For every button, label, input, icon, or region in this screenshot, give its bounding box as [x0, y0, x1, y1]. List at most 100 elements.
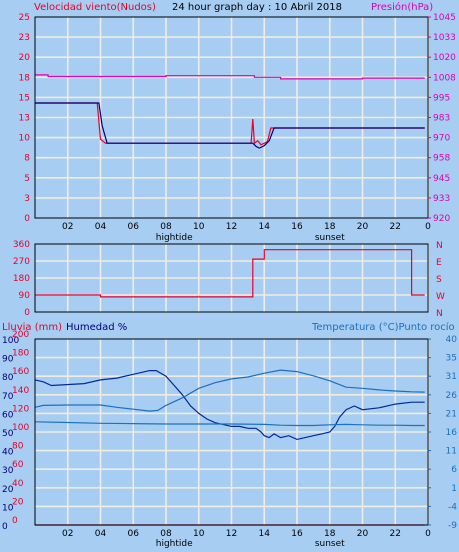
tick-labels: 0358101315182023259209339459589709839951…: [2, 13, 457, 549]
direction-y-tick: 0: [24, 308, 30, 318]
grid-lines: [35, 17, 429, 525]
series-presi-n: [35, 74, 425, 80]
temp-y-tick: 6: [451, 465, 457, 475]
humidity-y-tick: 0: [2, 522, 8, 532]
compass-y-tick: N: [436, 241, 443, 251]
hightide-annotation-bottom: hightide: [156, 539, 193, 549]
wind-y-tick: 20: [19, 53, 31, 63]
direction-y-tick: 270: [13, 257, 30, 267]
x-tick-climate: 04: [95, 529, 107, 539]
wind-y-tick: 3: [24, 194, 30, 204]
rain-y-tick: 80: [12, 442, 24, 452]
temp-y-tick: -9: [448, 521, 457, 531]
compass-y-tick: E: [436, 258, 442, 268]
x-tick-climate: 12: [226, 529, 237, 539]
x-tick-climate: 14: [259, 529, 271, 539]
x-tick-wind: 22: [390, 222, 401, 232]
graph-title: 24 hour graph day : 10 Abril 2018: [172, 2, 342, 13]
temperature-dewpoint-label: Temperatura (°C)Punto rocío: [311, 321, 455, 333]
wind-y-tick: 0: [24, 214, 30, 224]
direction-y-tick: 360: [13, 240, 30, 250]
direction-y-tick: 180: [13, 274, 30, 284]
hightide-annotation: hightide: [156, 233, 193, 243]
temp-y-tick: 1: [451, 484, 457, 494]
pressure-y-tick: 1033: [433, 33, 456, 43]
humidity-label: Humedad %: [66, 322, 127, 333]
temp-y-tick: 31: [446, 372, 457, 382]
x-tick-climate: 0: [425, 529, 431, 539]
x-tick-climate: 06: [128, 529, 140, 539]
temp-y-tick: -4: [448, 502, 457, 512]
x-tick-wind: 02: [62, 222, 73, 232]
series-humedad: [34, 370, 425, 441]
rain-y-tick: 100: [12, 423, 29, 433]
rain-y-tick: 0: [12, 516, 18, 526]
rain-y-tick: 20: [12, 497, 24, 507]
pressure-y-tick: 920: [433, 214, 450, 224]
rain-y-tick: 140: [12, 386, 29, 396]
humidity-y-tick: 50: [2, 429, 14, 439]
x-tick-climate: 16: [291, 529, 303, 539]
pressure-y-tick: 1008: [433, 73, 456, 83]
series-punto-roc-o: [34, 421, 425, 427]
humidity-y-tick: 80: [2, 373, 14, 383]
rain-label: Lluvia (mm): [2, 322, 62, 333]
humidity-y-tick: 60: [2, 410, 14, 420]
x-tick-climate: 20: [357, 529, 369, 539]
x-tick-wind: 08: [160, 222, 172, 232]
x-tick-wind: 10: [193, 222, 205, 232]
x-tick-wind: 04: [95, 222, 107, 232]
humidity-y-tick: 10: [2, 503, 14, 513]
compass-y-tick: N: [436, 309, 443, 319]
x-tick-wind: 06: [128, 222, 140, 232]
pressure-label: Presión(hPa): [371, 1, 433, 13]
pressure-y-tick: 945: [433, 174, 450, 184]
rain-y-tick: 160: [12, 367, 29, 377]
wind-y-tick: 25: [19, 13, 30, 23]
pressure-y-tick: 970: [433, 134, 450, 144]
temp-y-tick: 35: [446, 354, 457, 364]
temp-y-tick: 26: [446, 391, 458, 401]
series-temperatura: [34, 369, 425, 412]
humidity-y-tick: 20: [2, 485, 14, 495]
direction-y-tick: 90: [19, 291, 31, 301]
rain-y-tick: 40: [12, 479, 24, 489]
wind-y-tick: 8: [24, 154, 30, 164]
humidity-y-tick: 100: [2, 336, 19, 346]
pressure-y-tick: 1020: [433, 53, 456, 63]
series-racha: [35, 102, 425, 146]
series-velocidad: [35, 102, 425, 149]
pressure-y-tick: 958: [433, 154, 450, 164]
x-tick-climate: 10: [193, 529, 205, 539]
rain-y-tick: 120: [12, 404, 29, 414]
wind-y-tick: 18: [19, 73, 31, 83]
temp-y-tick: 40: [446, 335, 458, 345]
x-tick-climate: 18: [324, 529, 336, 539]
x-tick-climate: 08: [160, 529, 172, 539]
wind-y-tick: 23: [19, 33, 30, 43]
x-tick-wind: 20: [357, 222, 369, 232]
plot-frame-direction: [34, 243, 429, 313]
humidity-y-tick: 30: [2, 466, 14, 476]
temp-y-tick: 16: [446, 428, 458, 438]
humidity-y-tick: 70: [2, 392, 14, 402]
x-tick-climate: 22: [390, 529, 401, 539]
compass-y-tick: S: [436, 275, 442, 285]
rain-y-tick: 200: [12, 330, 29, 340]
x-tick-wind: 18: [324, 222, 336, 232]
series-wind-direction: [35, 249, 425, 298]
wind-y-tick: 10: [19, 134, 31, 144]
pressure-y-tick: 995: [433, 93, 450, 103]
x-tick-wind: 14: [259, 222, 271, 232]
axes: [34, 16, 431, 526]
wind-y-tick: 13: [19, 114, 30, 124]
wind-speed-label: Velocidad viento(Nudos): [34, 2, 156, 13]
pressure-y-tick: 983: [433, 114, 450, 124]
rain-y-tick: 180: [12, 349, 29, 359]
x-tick-climate: 02: [62, 529, 73, 539]
x-tick-wind: 16: [291, 222, 303, 232]
wind-y-tick: 15: [19, 93, 30, 103]
rain-y-tick: 60: [12, 460, 24, 470]
